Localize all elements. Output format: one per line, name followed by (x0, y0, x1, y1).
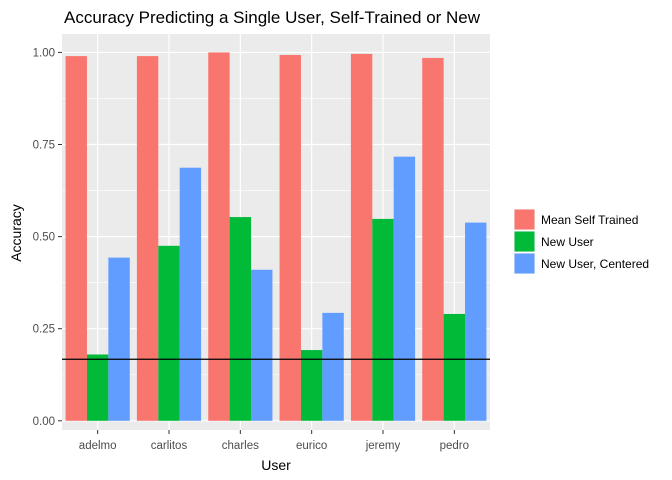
x-tick-label-jeremy: jeremy (365, 440, 401, 452)
chart-title: Accuracy Predicting a Single User, Self-… (64, 8, 481, 27)
bar-carlitos-1 (136, 56, 159, 421)
bar-jeremy-1 (350, 53, 373, 421)
legend-swatch-1 (514, 209, 535, 230)
bar-charles-3 (251, 269, 273, 421)
bar-pedro-3 (465, 222, 487, 421)
legend-label-1: Mean Self Trained (541, 213, 638, 227)
bar-carlitos-3 (179, 167, 202, 421)
x-axis-title: User (261, 457, 291, 473)
x-axis-ticks: adelmo carlitos charles eurico jeremy pedro (79, 430, 469, 452)
x-tick-label-charles: charles (222, 440, 259, 452)
bar-adelmo-1 (65, 56, 87, 421)
minor-gridlines (62, 98, 490, 376)
y-axis-title: Accuracy (8, 204, 24, 262)
plot-panel (62, 34, 490, 430)
bar-adelmo-3 (108, 257, 130, 421)
bar-jeremy-2 (372, 218, 394, 421)
legend-label-3: New User, Centered (541, 257, 649, 271)
bar-adelmo-2 (86, 354, 109, 421)
x-tick-label-pedro: pedro (440, 440, 469, 452)
bar-jeremy-3 (393, 156, 416, 421)
x-tick-label-adelmo: adelmo (79, 440, 117, 452)
y-tick-label: 1.00 (33, 47, 55, 59)
bar-eurico-3 (322, 312, 344, 421)
bar-eurico-1 (279, 54, 301, 421)
bar-carlitos-2 (158, 245, 180, 421)
bar-charles-2 (229, 217, 252, 421)
y-tick-label: 0.75 (33, 140, 55, 152)
bar-eurico-2 (300, 350, 323, 421)
y-tick-label: 0.25 (33, 324, 55, 336)
x-tick-label-carlitos: carlitos (151, 440, 188, 452)
x-tick-label-eurico: eurico (296, 440, 327, 452)
bar-charles-1 (208, 52, 230, 421)
y-tick-label: 0.50 (33, 232, 55, 244)
bars (65, 52, 487, 421)
legend: Mean Self Trained New User New User, Cente… (514, 209, 649, 274)
y-axis-ticks: 0.00 0.25 0.50 0.75 1.00 (33, 47, 62, 428)
bar-pedro-1 (422, 57, 444, 421)
legend-swatch-3 (514, 253, 535, 274)
y-tick-label: 0.00 (33, 416, 55, 428)
bar-pedro-2 (443, 313, 466, 421)
legend-swatch-2 (514, 231, 535, 252)
legend-label-2: New User (541, 235, 594, 249)
